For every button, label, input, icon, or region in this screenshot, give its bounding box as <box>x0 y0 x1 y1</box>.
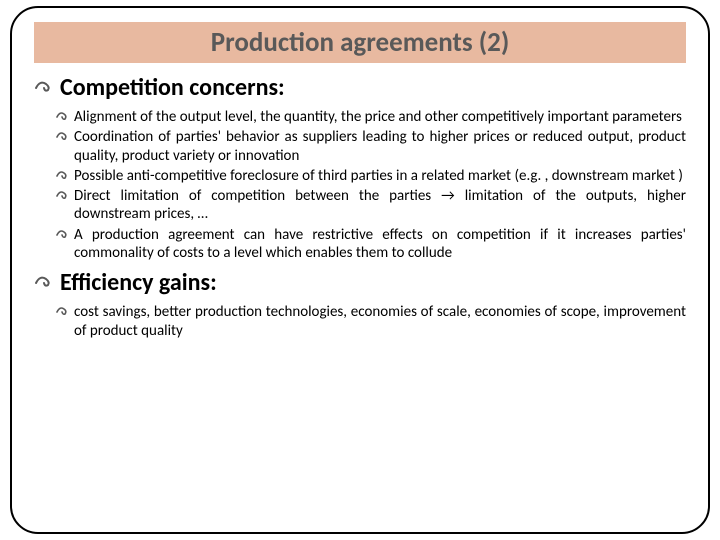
title-bar: Production agreements (2) <box>34 22 686 63</box>
flourish-icon <box>34 74 56 101</box>
flourish-icon <box>56 128 70 146</box>
flourish-icon <box>56 303 70 321</box>
bullet-text: Direct limitation of competition between… <box>74 187 686 223</box>
bullet-item: A production agreement can have restrict… <box>60 226 686 263</box>
flourish-icon <box>56 108 70 126</box>
bullet-item: Alignment of the output level, the quant… <box>60 108 686 126</box>
flourish-icon <box>56 167 70 185</box>
slide-frame: Production agreements (2) Competition co… <box>10 6 710 534</box>
heading-text: Competition concerns: <box>60 73 285 102</box>
slide-title: Production agreements (2) <box>42 26 678 59</box>
flourish-icon <box>56 187 70 205</box>
bullet-text: A production agreement can have restrict… <box>74 226 686 262</box>
bullet-item: Direct limitation of competition between… <box>60 187 686 224</box>
bullet-item: Possible anti-competitive foreclosure of… <box>60 167 686 185</box>
competition-bullets: Alignment of the output level, the quant… <box>34 108 686 262</box>
bullet-text: Alignment of the output level, the quant… <box>74 108 682 126</box>
bullet-text: Possible anti-competitive foreclosure of… <box>74 167 683 185</box>
heading-text: Efficiency gains: <box>60 268 217 297</box>
flourish-icon <box>56 226 70 244</box>
flourish-icon <box>34 269 56 296</box>
bullet-text: Coordination of parties' behavior as sup… <box>74 128 686 164</box>
bullet-text: cost savings, better production technolo… <box>74 303 686 339</box>
section-heading-competition: Competition concerns: <box>34 73 686 102</box>
efficiency-bullets: cost savings, better production technolo… <box>34 303 686 340</box>
bullet-item: cost savings, better production technolo… <box>60 303 686 340</box>
bullet-item: Coordination of parties' behavior as sup… <box>60 128 686 165</box>
section-heading-efficiency: Efficiency gains: <box>34 268 686 297</box>
